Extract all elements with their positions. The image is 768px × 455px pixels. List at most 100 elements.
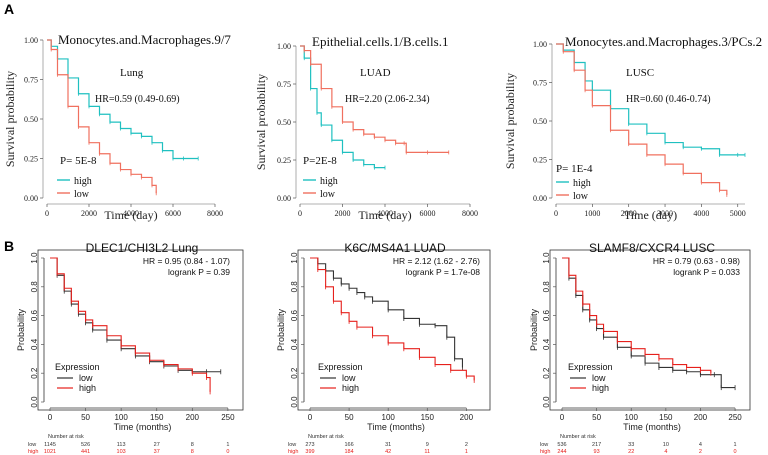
x-tick-label: 2000: [81, 209, 97, 218]
x-tick-label: 0: [48, 413, 53, 422]
y-tick-label: 1.00: [24, 36, 38, 45]
risk-value: 10: [663, 442, 669, 448]
chart-panel-3: 0.00 0.25 0.50 0.75 1.00 0 1000 2000 3000 4000 500…: [503, 34, 762, 222]
y-tick-label: 0.00: [277, 194, 291, 203]
x-tick-label: 0: [308, 413, 313, 422]
x-tick-label: 4000: [693, 209, 709, 218]
risk-value: 217: [592, 442, 601, 448]
x-axis-label: Time (months): [114, 422, 172, 432]
y-tick-label: 0.00: [24, 194, 38, 203]
chart-panel-1: 0.00 0.25 0.50 0.75 1.00 0 2000 4000 6000 8000 Sur…: [3, 32, 231, 222]
x-tick-label: 0: [45, 209, 49, 218]
x-tick-label: 50: [345, 413, 354, 422]
legend-title: Expression: [318, 362, 363, 372]
y-tick-label: 0.8: [30, 281, 39, 293]
y-tick-label: 1.00: [533, 40, 547, 49]
x-tick-label: 8000: [207, 209, 223, 218]
y-tick-label: 0.6: [542, 309, 551, 321]
x-tick-label: 250: [221, 413, 235, 422]
chart-panel-4: 0.0 0.2 0.4 0.6 0.8 1.0 0 50 100 150 200 250 Probabi…: [16, 241, 244, 455]
chart-panel-2: 0.00 0.25 0.50 0.75 1.00 0 2000 4000 6000 8000 Sur…: [254, 34, 478, 222]
risk-value: 1145: [44, 442, 56, 448]
y-tick-label: 0.6: [30, 309, 39, 321]
hazard-ratio-text: HR=2.20 (2.06-2.34): [345, 94, 430, 105]
y-tick-label: 0.00: [533, 194, 547, 203]
x-tick-label: 150: [150, 413, 164, 422]
risk-value: 1: [226, 442, 229, 448]
y-tick-label: 1.0: [30, 252, 39, 264]
legend-label-low: low: [79, 373, 93, 383]
plot-frame: [549, 249, 751, 411]
x-tick-label: 0: [298, 209, 302, 218]
x-axis-label: Time (day): [104, 208, 157, 222]
legend-label-high: high: [79, 383, 96, 393]
x-tick-label: 4000: [377, 209, 393, 218]
p-value-text: logrank P = 1.7e-08: [406, 267, 481, 277]
y-tick-label: 0.8: [542, 281, 551, 293]
legend-label-low: low: [592, 373, 606, 383]
y-tick-label: 1.0: [542, 252, 551, 264]
risk-value: 113: [117, 442, 126, 448]
panel-label-b: B: [4, 238, 14, 254]
hazard-ratio-text: HR = 0.95 (0.84 - 1.07): [143, 256, 230, 266]
x-axis-label: Time (day): [624, 208, 677, 222]
x-tick-label: 3000: [657, 209, 673, 218]
risk-value: 1021: [44, 449, 56, 455]
y-tick-label: 0.6: [290, 309, 299, 321]
y-tick-label: 0.25: [277, 156, 291, 165]
x-tick-label: 100: [382, 413, 396, 422]
x-tick-label: 200: [694, 413, 708, 422]
x-axis-label: Time (day): [358, 208, 411, 222]
x-tick-label: 0: [554, 209, 558, 218]
risk-value: 0: [734, 449, 737, 455]
y-axis-label: Survival probability: [3, 71, 17, 167]
y-tick-label: 0.75: [24, 76, 38, 85]
risk-row-label-high: high: [540, 449, 550, 455]
p-value-text: logrank P = 0.033: [673, 267, 740, 277]
legend-label-high: high: [342, 383, 359, 393]
legend-title: Expression: [55, 362, 100, 372]
y-tick-label: 0.0: [290, 396, 299, 408]
x-tick-label: 2000: [335, 209, 351, 218]
chart-panel-6: 0.00.20.40.60.81.00 50 100 150 200 250Probabi…: [529, 241, 751, 455]
y-tick-label: 0.2: [542, 367, 551, 379]
risk-value: 0: [226, 449, 229, 455]
x-tick-label: 250: [728, 413, 742, 422]
x-tick-label: 150: [659, 413, 673, 422]
risk-table-header: Number at risk: [560, 434, 596, 440]
chart-title: Monocytes.and.Macrophages.9/7: [58, 32, 231, 47]
risk-value: 536: [557, 442, 566, 448]
risk-value: 2: [465, 442, 468, 448]
y-tick-label: 1.0: [290, 252, 299, 264]
y-tick-label: 0.50: [533, 117, 547, 126]
legend-label-low: low: [74, 189, 90, 200]
panel-label-a: A: [4, 1, 14, 17]
risk-value: 8: [191, 449, 194, 455]
hazard-ratio-text: HR = 2.12 (1.62 - 2.76): [393, 256, 480, 266]
risk-value: 273: [305, 442, 314, 448]
p-value-text: P= 5E-8: [60, 155, 97, 167]
x-tick-label: 100: [114, 413, 128, 422]
legend-label-low: low: [573, 191, 589, 202]
chart-panel-5: 0.0 0.2 0.4 0.6 0.8 1.0 0 50 100 150 200 Probabilit…: [276, 241, 491, 455]
x-tick-label: 200: [186, 413, 200, 422]
y-tick-label: 0.4: [542, 338, 551, 350]
risk-value: 37: [154, 449, 160, 455]
chart-subtitle: Lung: [120, 67, 144, 79]
legend-label-high: high: [74, 176, 92, 187]
risk-table-header: Number at risk: [48, 434, 84, 440]
hazard-ratio-text: HR = 0.79 (0.63 - 0.98): [653, 256, 740, 266]
y-tick-label: 0.4: [290, 338, 299, 350]
risk-value: 11: [424, 449, 430, 455]
survival-curve-low: [47, 39, 157, 194]
chart-subtitle: LUSC: [626, 67, 654, 79]
legend-label-high: high: [592, 383, 609, 393]
y-tick-label: 0.75: [277, 80, 291, 89]
x-tick-label: 50: [81, 413, 90, 422]
p-value-text: P=2E-8: [303, 155, 337, 167]
risk-value: 9: [426, 442, 429, 448]
risk-value: 27: [154, 442, 160, 448]
risk-row-label-high: high: [28, 449, 38, 455]
